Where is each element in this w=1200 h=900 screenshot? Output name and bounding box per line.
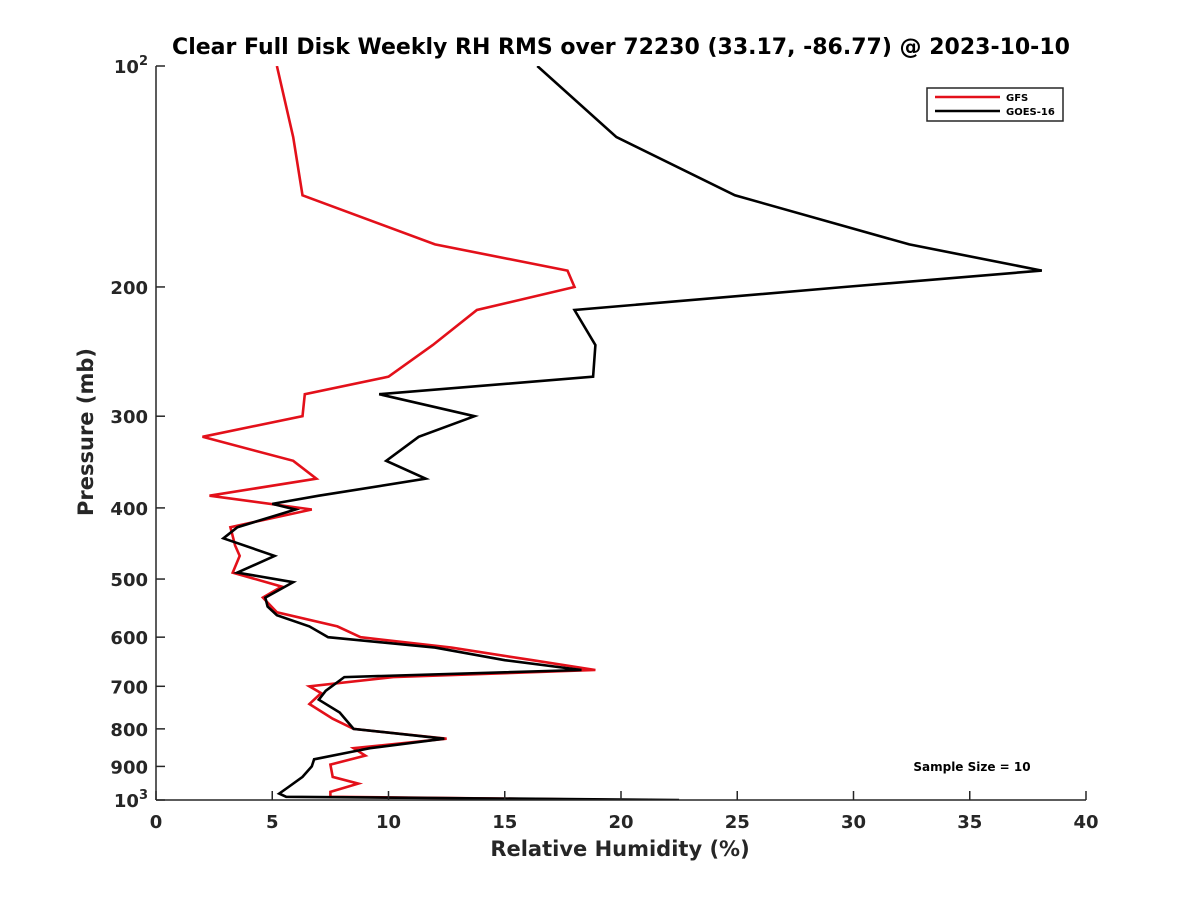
x-tick-label: 15 bbox=[492, 812, 517, 833]
y-tick-label: 103 bbox=[114, 788, 148, 812]
x-tick-label: 40 bbox=[1073, 812, 1098, 833]
y-tick-label: 600 bbox=[110, 628, 148, 649]
y-tick-label: 400 bbox=[110, 499, 148, 520]
sample-size-annotation: Sample Size = 10 bbox=[913, 760, 1030, 774]
y-tick-label: 102 bbox=[114, 54, 148, 78]
y-tick-label: 200 bbox=[110, 278, 148, 299]
x-tick-label: 30 bbox=[841, 812, 866, 833]
x-tick-label: 5 bbox=[266, 812, 279, 833]
y-tick-label: 900 bbox=[110, 757, 148, 778]
axes: 0 5 10 15 20 25 30 35 40 102 200 300 400 500 600 700 800… bbox=[110, 54, 1098, 833]
legend: GFS GOES-16 bbox=[926, 87, 1064, 122]
x-axis-label: Relative Humidity (%) bbox=[490, 837, 749, 861]
data-series bbox=[202, 66, 1043, 800]
legend-entry-label: GFS bbox=[1006, 93, 1028, 104]
y-tick-label: 300 bbox=[110, 407, 148, 428]
x-tick-label: 25 bbox=[725, 812, 750, 833]
series-line-goes-16 bbox=[220, 66, 1043, 800]
y-tick-label: 800 bbox=[110, 720, 148, 741]
y-axis-label: Pressure (mb) bbox=[74, 348, 98, 516]
x-tick-label: 35 bbox=[957, 812, 982, 833]
x-tick-label: 10 bbox=[376, 812, 401, 833]
y-tick-label: 500 bbox=[110, 570, 148, 591]
x-tick-label: 20 bbox=[608, 812, 633, 833]
legend-entry-label: GOES-16 bbox=[1006, 107, 1055, 118]
series-line-gfs bbox=[202, 66, 633, 800]
chart-title: Clear Full Disk Weekly RH RMS over 72230… bbox=[172, 35, 1070, 60]
y-tick-label: 700 bbox=[110, 677, 148, 698]
legend-box bbox=[926, 87, 1064, 122]
x-tick-label: 0 bbox=[150, 812, 163, 833]
